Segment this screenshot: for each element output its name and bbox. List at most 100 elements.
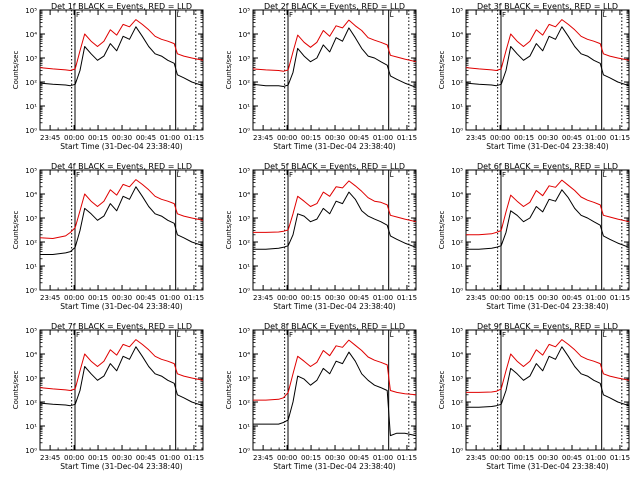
x-tick-label: 01:00 xyxy=(373,294,393,302)
x-tick-label: 23:45 xyxy=(253,454,273,462)
y-tick-label: 10¹ xyxy=(25,423,37,431)
x-tick-label: 00:15 xyxy=(514,294,534,302)
x-axis-label: Start Time (31-Dec-04 23:38:40) xyxy=(273,142,395,151)
marker-label-f: F xyxy=(289,11,293,19)
plot-frame xyxy=(39,329,204,451)
x-tick-label: 00:45 xyxy=(562,294,582,302)
x-tick-label: 01:15 xyxy=(610,294,630,302)
y-tick-label: 10⁰ xyxy=(451,447,463,455)
plot-frame xyxy=(39,9,204,131)
y-tick-label: 10² xyxy=(25,399,37,407)
y-tick-label: 10⁵ xyxy=(451,327,463,335)
events-series-line xyxy=(252,27,417,88)
panel-det-2: 10⁰ 10¹ 10² 10³ 10⁴ 10⁵ 23:45 00:00 00:15 00:30 00… xyxy=(225,2,417,151)
y-tick-label: 10³ xyxy=(238,215,250,223)
x-tick-label: 23:45 xyxy=(40,454,60,462)
x-tick-label: 01:00 xyxy=(586,134,606,142)
y-tick-label: 10⁰ xyxy=(451,127,463,135)
lld-series-line xyxy=(39,19,204,71)
y-tick-label: 10¹ xyxy=(238,423,250,431)
marker-label-f: F xyxy=(502,331,506,339)
x-axis-label: Start Time (31-Dec-04 23:38:40) xyxy=(273,462,395,471)
y-tick-label: 10² xyxy=(451,399,463,407)
marker-label-f: F xyxy=(76,171,80,179)
y-tick-label: 10⁵ xyxy=(238,7,250,15)
y-tick-label: 10⁴ xyxy=(25,31,37,39)
x-tick-label: 01:00 xyxy=(373,454,393,462)
lld-series-line xyxy=(466,339,630,393)
lld-series-line xyxy=(39,179,204,239)
lld-series-line xyxy=(466,179,630,236)
x-tick-label: 00:45 xyxy=(136,454,156,462)
marker-label-l: L xyxy=(177,11,181,19)
x-tick-label: 00:45 xyxy=(562,134,582,142)
panel-title: Det 7f BLACK = Events, RED = LLD xyxy=(51,322,192,331)
x-tick-label: 23:45 xyxy=(466,454,486,462)
x-tick-label: 00:00 xyxy=(277,134,297,142)
y-tick-label: 10¹ xyxy=(25,103,37,111)
y-tick-label: 10² xyxy=(238,79,250,87)
lld-series-line xyxy=(253,180,417,233)
x-tick-label: 23:45 xyxy=(466,294,486,302)
lld-series-line xyxy=(465,19,630,71)
x-tick-label: 00:15 xyxy=(88,454,108,462)
x-tick-label: 00:45 xyxy=(349,454,369,462)
y-tick-label: 10⁰ xyxy=(238,127,250,135)
y-tick-label: 10² xyxy=(25,79,37,87)
x-axis-label: Start Time (31-Dec-04 23:38:40) xyxy=(486,302,608,311)
marker-label-f: F xyxy=(76,331,80,339)
x-tick-label: 01:15 xyxy=(610,134,630,142)
panel-det-1: 10⁰ 10¹ 10² 10³ 10⁴ 10⁵ 23:45 00:00 00:15 00:30 00… xyxy=(12,2,204,151)
x-tick-label: 00:15 xyxy=(88,294,108,302)
y-tick-label: 10³ xyxy=(238,375,250,383)
x-tick-label: 01:00 xyxy=(160,134,180,142)
y-axis-label: Counts/sec xyxy=(225,211,233,250)
y-tick-label: 10⁵ xyxy=(451,167,463,175)
x-tick-label: 23:45 xyxy=(253,294,273,302)
y-tick-label: 10⁴ xyxy=(238,351,250,359)
x-tick-label: 01:00 xyxy=(373,134,393,142)
x-tick-label: 00:15 xyxy=(514,134,534,142)
x-axis-label: Start Time (31-Dec-04 23:38:40) xyxy=(273,302,395,311)
y-axis-label: Counts/sec xyxy=(438,211,446,250)
y-tick-label: 10³ xyxy=(451,375,463,383)
y-tick-label: 10⁴ xyxy=(25,191,37,199)
x-tick-label: 01:15 xyxy=(610,454,630,462)
plot-frame xyxy=(465,169,630,291)
events-series-line xyxy=(253,191,417,250)
y-tick-label: 10⁵ xyxy=(238,167,250,175)
events-series-line xyxy=(253,351,417,437)
panel-det-5: 10⁰ 10¹ 10² 10³ 10⁴ 10⁵ 23:45 00:00 00:15 00:30 00… xyxy=(225,162,417,311)
events-series-line xyxy=(39,26,204,87)
y-tick-label: 10³ xyxy=(25,215,37,223)
plot-frame xyxy=(252,169,417,291)
y-tick-label: 10³ xyxy=(25,55,37,63)
x-tick-label: 01:15 xyxy=(397,454,417,462)
x-tick-label: 01:00 xyxy=(160,294,180,302)
x-tick-label: 00:45 xyxy=(136,294,156,302)
y-tick-label: 10¹ xyxy=(451,423,463,431)
x-tick-label: 23:45 xyxy=(40,134,60,142)
x-tick-label: 01:00 xyxy=(586,454,606,462)
panel-det-6: 10⁰ 10¹ 10² 10³ 10⁴ 10⁵ 23:45 00:00 00:15 00:30 00… xyxy=(438,162,630,311)
x-tick-label: 00:30 xyxy=(112,454,132,462)
panel-title: Det 3f BLACK = Events, RED = LLD xyxy=(477,2,618,11)
x-axis-label: Start Time (31-Dec-04 23:38:40) xyxy=(486,142,608,151)
plot-frame xyxy=(252,9,417,131)
marker-label-l: L xyxy=(603,331,607,339)
x-axis-label: Start Time (31-Dec-04 23:38:40) xyxy=(60,142,182,151)
panel-title: Det 1f BLACK = Events, RED = LLD xyxy=(51,2,192,11)
x-tick-label: 00:15 xyxy=(301,454,321,462)
y-tick-label: 10⁵ xyxy=(451,7,463,15)
x-tick-label: 00:30 xyxy=(538,134,558,142)
plot-frame xyxy=(465,9,630,131)
x-tick-label: 01:15 xyxy=(397,134,417,142)
x-tick-label: 00:00 xyxy=(490,294,510,302)
panel-det-7: 10⁰ 10¹ 10² 10³ 10⁴ 10⁵ 23:45 00:00 00:15 00:30 00… xyxy=(12,322,204,471)
marker-label-f: F xyxy=(76,11,80,19)
panel-title: Det 4f BLACK = Events, RED = LLD xyxy=(51,162,192,171)
x-tick-label: 00:45 xyxy=(136,134,156,142)
panel-det-4: 10⁰ 10¹ 10² 10³ 10⁴ 10⁵ 23:45 00:00 00:15 00:30 00… xyxy=(12,162,204,311)
y-tick-label: 10⁴ xyxy=(238,191,250,199)
y-axis-label: Counts/sec xyxy=(12,51,20,90)
